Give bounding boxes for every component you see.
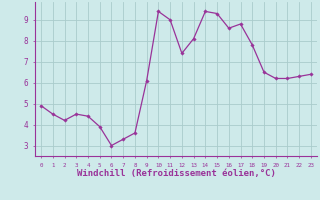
- X-axis label: Windchill (Refroidissement éolien,°C): Windchill (Refroidissement éolien,°C): [76, 169, 276, 178]
